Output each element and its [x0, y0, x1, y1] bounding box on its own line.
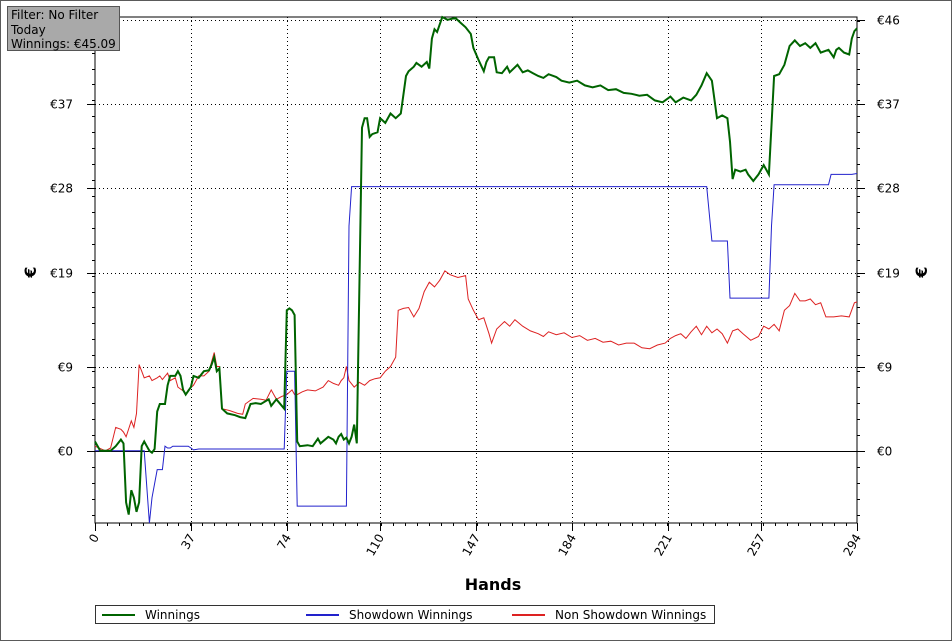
legend-swatch-showdown	[306, 614, 339, 616]
winnings-total-label: Winnings: €45.09	[11, 37, 116, 51]
chart-legend: Winnings Showdown Winnings Non Showdown …	[95, 605, 715, 624]
y-tick-label-right: €28	[877, 182, 900, 196]
filter-info-box: Filter: No Filter Today Winnings: €45.09	[7, 6, 120, 51]
showdown-winnings-line	[95, 173, 858, 524]
legend-label-showdown: Showdown Winnings	[349, 608, 473, 622]
y-tick-label-left: €19	[50, 267, 73, 281]
y-tick-label-left: €28	[50, 182, 73, 196]
period-label: Today	[11, 22, 46, 37]
winnings-line	[94, 15, 858, 515]
y-tick-label-right: €46	[877, 14, 900, 28]
legend-swatch-non-showdown	[512, 614, 545, 616]
legend-swatch-winnings	[102, 614, 135, 616]
y-tick-label-right: €19	[877, 267, 900, 281]
y-tick-label-right: €0	[877, 445, 892, 459]
x-tick-label: 0	[86, 532, 102, 546]
series-layer	[94, 15, 858, 524]
grid-layer	[95, 17, 857, 523]
y-axis-title-right: €	[912, 266, 931, 278]
y-tick-label-left: €0	[58, 445, 73, 459]
y-axis-title-left: €	[21, 266, 40, 278]
legend-label-non-showdown: Non Showdown Winnings	[555, 608, 707, 622]
x-tick-label: 257	[745, 532, 769, 559]
x-axis-title: Hands	[465, 575, 522, 594]
x-tick-label: 110	[364, 532, 388, 559]
legend-label-winnings: Winnings	[145, 608, 200, 622]
y-tick-label-right: €37	[877, 98, 900, 112]
x-tick-label: 147	[460, 532, 484, 559]
label-layer: €0€0€9€9€19€19€28€28€37€37€46€4603774110…	[21, 14, 931, 595]
axis-layer	[87, 16, 865, 531]
x-tick-label: 37	[178, 532, 198, 552]
x-tick-label: 74	[274, 532, 294, 552]
x-tick-label: 184	[556, 532, 580, 559]
filter-label: Filter: No Filter	[11, 8, 99, 22]
x-tick-label: 294	[841, 532, 865, 559]
y-tick-label-left: €9	[58, 361, 73, 375]
y-tick-label-right: €9	[877, 361, 892, 375]
x-tick-label: 221	[652, 532, 676, 559]
y-tick-label-left: €37	[50, 98, 73, 112]
